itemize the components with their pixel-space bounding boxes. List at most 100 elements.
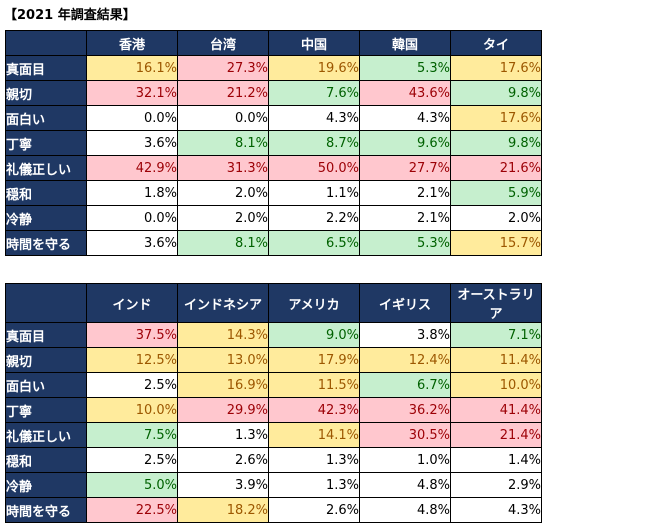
value-cell: 12.5% xyxy=(86,347,178,373)
row-header: 丁寧 xyxy=(5,130,87,156)
page-title: 【2021 年調査結果】 xyxy=(4,8,136,23)
table-row: 礼儀正しい 7.5% 1.3% 14.1% 30.5% 21.4% xyxy=(5,422,542,448)
value-cell: 2.6% xyxy=(268,497,360,523)
value-cell: 37.5% xyxy=(86,322,178,348)
value-cell: 0.0% xyxy=(86,105,178,131)
row-header: 穏和 xyxy=(5,180,87,206)
value-cell: 2.2% xyxy=(268,205,360,231)
value-cell: 2.5% xyxy=(86,447,178,473)
value-cell: 21.4% xyxy=(450,422,542,448)
value-cell: 21.6% xyxy=(450,155,542,181)
value-cell: 8.1% xyxy=(177,130,269,156)
value-cell: 2.1% xyxy=(359,180,451,206)
table-row: 礼儀正しい 42.9% 31.3% 50.0% 27.7% 21.6% xyxy=(5,155,542,181)
row-header: 面白い xyxy=(5,372,87,398)
value-cell: 2.0% xyxy=(177,180,269,206)
table-row: 真面目 37.5% 14.3% 9.0% 3.8% 7.1% xyxy=(5,322,542,348)
table-row: 真面目 16.1% 27.3% 19.6% 5.3% 17.6% xyxy=(5,55,542,81)
value-cell: 9.0% xyxy=(268,322,360,348)
table-row: 丁寧 3.6% 8.1% 8.7% 9.6% 9.8% xyxy=(5,130,542,156)
table-corner-cell xyxy=(5,30,87,56)
row-header: 時間を守る xyxy=(5,497,87,523)
value-cell: 9.8% xyxy=(450,80,542,106)
table-row: 冷静 5.0% 3.9% 1.3% 4.8% 2.9% xyxy=(5,472,542,498)
value-cell: 1.4% xyxy=(450,447,542,473)
value-cell: 4.3% xyxy=(268,105,360,131)
value-cell: 1.3% xyxy=(268,472,360,498)
row-header: 面白い xyxy=(5,105,87,131)
value-cell: 9.6% xyxy=(359,130,451,156)
value-cell: 8.1% xyxy=(177,230,269,256)
column-header: オーストラリア xyxy=(450,283,542,323)
table-row: 面白い 0.0% 0.0% 4.3% 4.3% 17.6% xyxy=(5,105,542,131)
value-cell: 1.8% xyxy=(86,180,178,206)
value-cell: 3.8% xyxy=(359,322,451,348)
value-cell: 50.0% xyxy=(268,155,360,181)
value-cell: 1.3% xyxy=(268,447,360,473)
value-cell: 15.7% xyxy=(450,230,542,256)
value-cell: 6.5% xyxy=(268,230,360,256)
value-cell: 16.9% xyxy=(177,372,269,398)
value-cell: 6.7% xyxy=(359,372,451,398)
table-row: 親切 32.1% 21.2% 7.6% 43.6% 9.8% xyxy=(5,80,542,106)
value-cell: 22.5% xyxy=(86,497,178,523)
column-header: 台湾 xyxy=(177,30,269,56)
value-cell: 2.0% xyxy=(177,205,269,231)
column-header: アメリカ xyxy=(268,283,360,323)
row-header: 礼儀正しい xyxy=(5,422,87,448)
value-cell: 32.1% xyxy=(86,80,178,106)
row-header: 時間を守る xyxy=(5,230,87,256)
value-cell: 1.1% xyxy=(268,180,360,206)
value-cell: 5.3% xyxy=(359,55,451,81)
row-header: 穏和 xyxy=(5,447,87,473)
row-header: 丁寧 xyxy=(5,397,87,423)
value-cell: 5.0% xyxy=(86,472,178,498)
column-header: イギリス xyxy=(359,283,451,323)
value-cell: 0.0% xyxy=(86,205,178,231)
value-cell: 36.2% xyxy=(359,397,451,423)
value-cell: 4.8% xyxy=(359,497,451,523)
column-header: タイ xyxy=(450,30,542,56)
value-cell: 42.9% xyxy=(86,155,178,181)
value-cell: 3.9% xyxy=(177,472,269,498)
table-row: 時間を守る 3.6% 8.1% 6.5% 5.3% 15.7% xyxy=(5,230,542,256)
column-header: 韓国 xyxy=(359,30,451,56)
value-cell: 2.1% xyxy=(359,205,451,231)
table-row: 冷静 0.0% 2.0% 2.2% 2.1% 2.0% xyxy=(5,205,542,231)
column-header: 香港 xyxy=(86,30,178,56)
value-cell: 4.8% xyxy=(359,472,451,498)
value-cell: 18.2% xyxy=(177,497,269,523)
value-cell: 14.1% xyxy=(268,422,360,448)
row-header: 親切 xyxy=(5,80,87,106)
survey-table-other: インド インドネシア アメリカ イギリス オーストラリア 真面目 37.5% 14.… xyxy=(5,283,542,523)
column-header: インド xyxy=(86,283,178,323)
value-cell: 10.0% xyxy=(450,372,542,398)
value-cell: 4.3% xyxy=(450,497,542,523)
value-cell: 2.6% xyxy=(177,447,269,473)
value-cell: 17.6% xyxy=(450,55,542,81)
value-cell: 11.4% xyxy=(450,347,542,373)
row-header: 真面目 xyxy=(5,322,87,348)
value-cell: 0.0% xyxy=(177,105,269,131)
value-cell: 9.8% xyxy=(450,130,542,156)
value-cell: 5.3% xyxy=(359,230,451,256)
value-cell: 2.5% xyxy=(86,372,178,398)
value-cell: 42.3% xyxy=(268,397,360,423)
value-cell: 1.0% xyxy=(359,447,451,473)
value-cell: 7.1% xyxy=(450,322,542,348)
value-cell: 27.7% xyxy=(359,155,451,181)
row-header: 真面目 xyxy=(5,55,87,81)
value-cell: 7.5% xyxy=(86,422,178,448)
value-cell: 14.3% xyxy=(177,322,269,348)
table-row: 面白い 2.5% 16.9% 11.5% 6.7% 10.0% xyxy=(5,372,542,398)
survey-table-asia: 香港 台湾 中国 韓国 タイ 真面目 16.1% 27.3% 19.6% 5.3% 17.… xyxy=(5,30,542,256)
table-header-row: インド インドネシア アメリカ イギリス オーストラリア xyxy=(5,283,542,323)
value-cell: 16.1% xyxy=(86,55,178,81)
table-corner-cell xyxy=(5,283,87,323)
value-cell: 3.6% xyxy=(86,130,178,156)
value-cell: 41.4% xyxy=(450,397,542,423)
value-cell: 19.6% xyxy=(268,55,360,81)
value-cell: 21.2% xyxy=(177,80,269,106)
table-row: 親切 12.5% 13.0% 17.9% 12.4% 11.4% xyxy=(5,347,542,373)
value-cell: 17.9% xyxy=(268,347,360,373)
